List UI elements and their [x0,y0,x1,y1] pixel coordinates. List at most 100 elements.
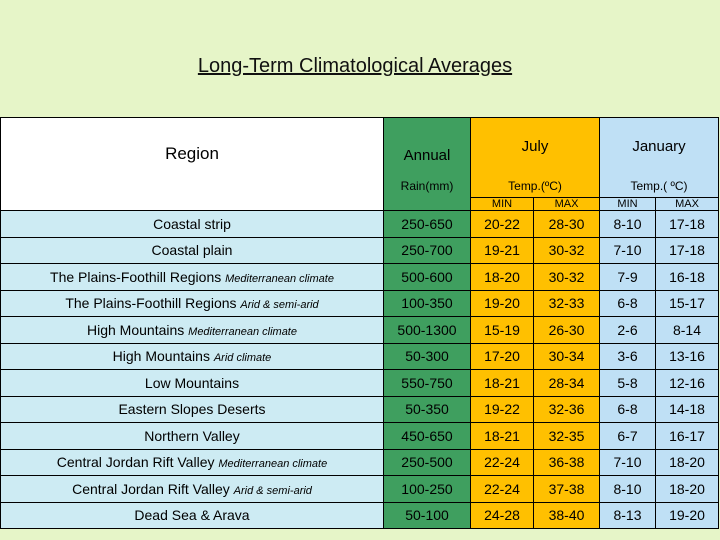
region-name: The Plains-Foothill Regions [65,295,237,312]
july-min-cell: 24-28 [470,501,534,529]
region-name: Eastern Slopes Deserts [118,401,266,418]
rain-cell: 250-700 [383,236,471,264]
table-row: Dead Sea & Arava 50-100 24-28 38-40 8-13 19-2… [0,501,719,529]
header-annual: Annual [383,117,471,176]
region-cell: The Plains-Foothill Regions Mediterranea… [0,263,384,291]
july-max-cell: 32-33 [533,289,600,317]
region-cell: Low Mountains [0,369,384,397]
climate-note: Arid climate [213,352,272,365]
july-max-cell: 32-35 [533,422,600,450]
table-row: Low Mountains 550-750 18-21 28-34 5-8 12-16 [0,369,719,397]
january-min-cell: 3-6 [599,342,656,370]
january-max-cell: 17-18 [655,236,719,264]
table-row: Northern Valley 450-650 18-21 32-35 6-7 16-17 [0,422,719,450]
january-min-cell: 2-6 [599,316,656,344]
region-cell: Northern Valley [0,422,384,450]
table-row: High Mountains Arid climate 50-300 17-20 30… [0,342,719,370]
rain-cell: 250-500 [383,448,471,476]
climate-table: Region Annual July January Rain(mm) Temp… [0,117,719,529]
region-cell: Eastern Slopes Deserts [0,395,384,423]
rain-cell: 500-600 [383,263,471,291]
january-max-cell: 19-20 [655,501,719,529]
region-cell: Coastal plain [0,236,384,264]
header-january-min: MIN [599,197,656,211]
january-max-cell: 18-20 [655,448,719,476]
table-row: Central Jordan Rift Valley Arid & semi-a… [0,475,719,503]
january-max-cell: 13-16 [655,342,719,370]
january-max-cell: 18-20 [655,475,719,503]
rain-cell: 250-650 [383,210,471,238]
july-max-cell: 26-30 [533,316,600,344]
july-min-cell: 20-22 [470,210,534,238]
july-max-cell: 28-30 [533,210,600,238]
january-min-cell: 7-10 [599,448,656,476]
rain-cell: 50-100 [383,501,471,529]
july-max-cell: 30-34 [533,342,600,370]
header-july: July [470,117,600,176]
region-cell: Dead Sea & Arava [0,501,384,529]
table-row: Central Jordan Rift Valley Mediterranean… [0,448,719,476]
rain-cell: 450-650 [383,422,471,450]
climate-note: Mediterranean climate [225,272,334,285]
january-max-cell: 8-14 [655,316,719,344]
july-max-cell: 30-32 [533,236,600,264]
region-name: Coastal plain [151,242,233,259]
region-cell: Central Jordan Rift Valley Mediterranean… [0,448,384,476]
january-min-cell: 8-10 [599,210,656,238]
january-min-cell: 7-9 [599,263,656,291]
rain-cell: 50-350 [383,395,471,423]
region-name: Dead Sea & Arava [134,507,250,524]
january-min-cell: 6-8 [599,395,656,423]
region-name: Coastal strip [153,215,231,232]
region-name: High Mountains [112,348,210,365]
table-row: High Mountains Mediterranean climate 500-… [0,316,719,344]
july-max-cell: 38-40 [533,501,600,529]
july-min-cell: 22-24 [470,475,534,503]
january-max-cell: 12-16 [655,369,719,397]
rain-cell: 50-300 [383,342,471,370]
rain-cell: 550-750 [383,369,471,397]
region-name: Central Jordan Rift Valley [56,454,215,471]
july-min-cell: 18-20 [470,263,534,291]
january-max-cell: 16-18 [655,263,719,291]
july-min-cell: 17-20 [470,342,534,370]
header-temp-july: Temp.(ºC) [470,175,600,198]
region-cell: Coastal strip [0,210,384,238]
january-max-cell: 15-17 [655,289,719,317]
july-max-cell: 30-32 [533,263,600,291]
july-min-cell: 19-20 [470,289,534,317]
header-temp-january: Temp.( ºC) [599,175,719,198]
header-january: January [599,117,719,176]
january-max-cell: 17-18 [655,210,719,238]
july-min-cell: 19-22 [470,395,534,423]
rain-cell: 100-250 [383,475,471,503]
region-name: High Mountains [86,321,185,338]
region-cell: High Mountains Mediterranean climate [0,316,384,344]
header-region: Region [0,117,384,211]
july-min-cell: 18-21 [470,369,534,397]
region-cell: The Plains-Foothill Regions Arid & semi-… [0,289,384,317]
table-row: The Plains-Foothill Regions Mediterranea… [0,263,719,291]
july-max-cell: 28-34 [533,369,600,397]
rain-cell: 500-1300 [383,316,471,344]
table-row: Eastern Slopes Deserts 50-350 19-22 32-36 6-… [0,395,719,423]
july-max-cell: 32-36 [533,395,600,423]
july-max-cell: 36-38 [533,448,600,476]
january-min-cell: 6-7 [599,422,656,450]
table-row: Coastal plain 250-700 19-21 30-32 7-10 17-18 [0,236,719,264]
table-row: The Plains-Foothill Regions Arid & semi-… [0,289,719,317]
table-row: Coastal strip 250-650 20-22 28-30 8-10 17-18 [0,210,719,238]
july-max-cell: 37-38 [533,475,600,503]
header-july-max: MAX [533,197,600,211]
climate-note: Arid & semi-arid [240,299,319,312]
header-july-min: MIN [470,197,534,211]
region-cell: Central Jordan Rift Valley Arid & semi-a… [0,475,384,503]
january-min-cell: 7-10 [599,236,656,264]
climate-note: Arid & semi-arid [233,484,312,497]
rain-cell: 100-350 [383,289,471,317]
july-min-cell: 22-24 [470,448,534,476]
january-max-cell: 14-18 [655,395,719,423]
climate-note: Mediterranean climate [218,458,328,471]
january-min-cell: 8-10 [599,475,656,503]
page-title: Long-Term Climatological Averages [197,55,513,77]
